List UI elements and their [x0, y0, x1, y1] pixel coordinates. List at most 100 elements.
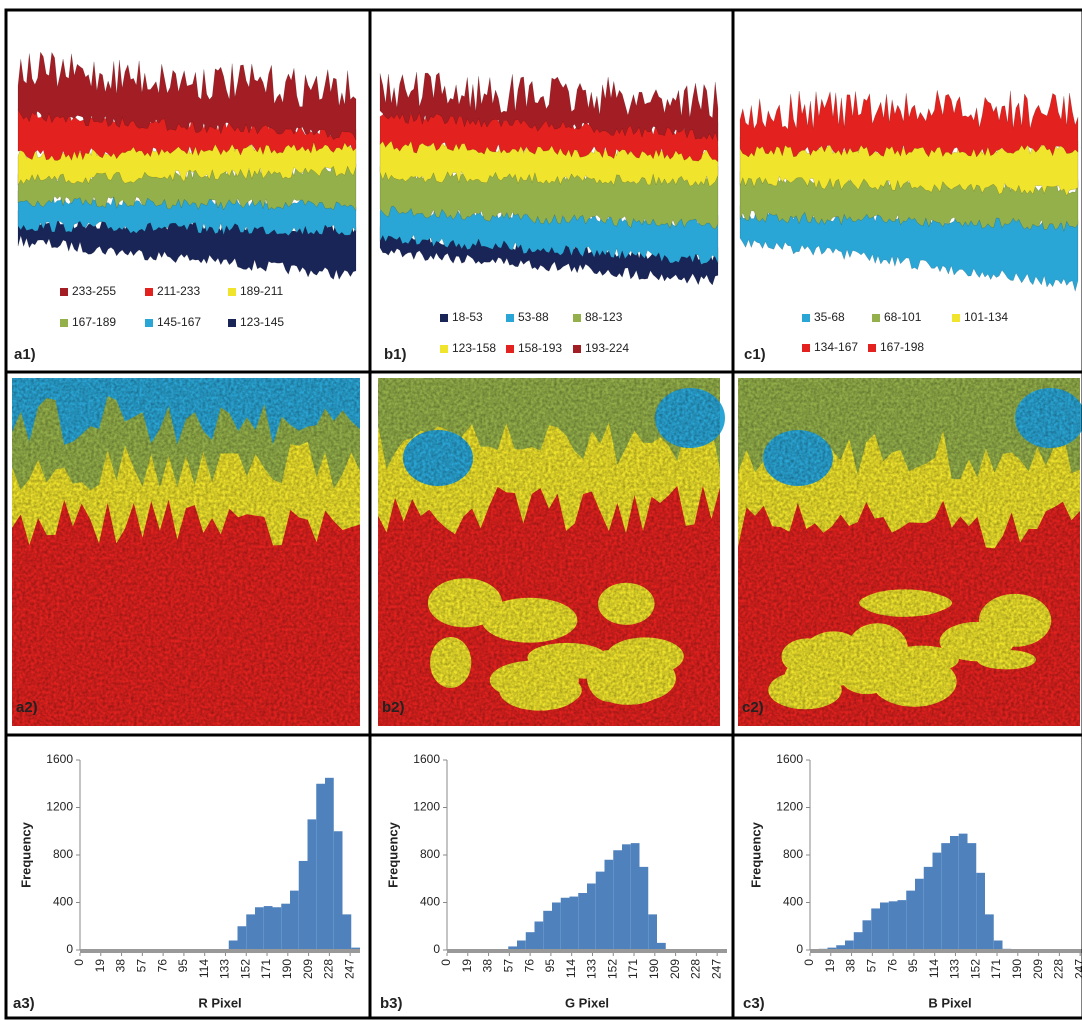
y-axis-title: Frequency	[748, 821, 763, 888]
x-tick-label: 95	[543, 959, 557, 973]
legend-label: 145-167	[157, 315, 201, 329]
legend-label: 35-68	[814, 310, 845, 324]
x-axis-title: R Pixel	[198, 995, 241, 1010]
legend-swatch	[440, 314, 448, 322]
bar	[853, 932, 863, 950]
legend-label: 233-255	[72, 284, 116, 298]
x-tick-label: 19	[93, 959, 107, 973]
image-texture	[12, 378, 360, 726]
panel-label: b3)	[380, 995, 403, 1012]
x-tick-label: 190	[647, 959, 661, 979]
x-tick-label: 76	[155, 959, 169, 973]
bar	[862, 920, 872, 950]
x-tick-label: 209	[1031, 959, 1045, 979]
bar	[351, 947, 360, 950]
x-tick-label: 76	[522, 959, 536, 973]
bar	[827, 947, 837, 950]
x-tick-label: 0	[802, 959, 816, 966]
y-axis-title: Frequency	[18, 821, 33, 888]
histogram-chart: 0 400 800 1200 1600 0 19 38 57 76 95 114 133 152 171 19…	[743, 752, 1082, 1012]
legend-label: 123-158	[452, 341, 496, 355]
image-panel: c2)	[738, 378, 1082, 726]
x-tick-label: 95	[906, 959, 920, 973]
legend-swatch	[506, 314, 514, 322]
legend-swatch	[506, 345, 514, 353]
surface-plot: 35-68 68-101 101-134 134-167 167-198 c1)	[739, 90, 1079, 363]
bar	[525, 932, 535, 950]
bar	[263, 906, 273, 950]
panel-label: b1)	[384, 346, 407, 363]
legend-swatch	[145, 288, 153, 296]
bar	[543, 910, 552, 950]
x-tick-label: 76	[885, 959, 899, 973]
legend-swatch	[952, 314, 960, 322]
legend-swatch	[872, 314, 880, 322]
bar	[246, 914, 255, 950]
bar	[888, 901, 898, 950]
surface-band	[17, 51, 357, 141]
bar	[595, 871, 605, 950]
x-tick-label: 171	[626, 959, 640, 979]
y-tick-label: 1200	[46, 800, 73, 814]
bar	[508, 946, 517, 950]
x-tick-label: 57	[865, 959, 879, 973]
x-tick-label: 38	[481, 959, 495, 973]
bar	[941, 843, 950, 950]
bar	[845, 940, 854, 950]
bar	[578, 893, 587, 950]
bar	[228, 940, 238, 950]
legend-swatch	[868, 344, 876, 352]
legend-label: 211-233	[157, 284, 200, 298]
legend-swatch	[802, 314, 810, 322]
y-tick-label: 0	[796, 942, 803, 956]
image-panel: b2)	[378, 378, 725, 726]
bar	[622, 844, 631, 950]
y-tick-label: 800	[53, 847, 73, 861]
x-tick-label: 38	[114, 959, 128, 973]
y-tick-label: 800	[783, 847, 803, 861]
legend-label: 167-189	[72, 315, 116, 329]
panel-label: a2)	[16, 699, 38, 716]
x-tick-label: 247	[1072, 959, 1082, 979]
legend-swatch	[228, 288, 236, 296]
bar	[290, 890, 299, 950]
image-texture	[738, 378, 1080, 726]
y-tick-label: 0	[66, 942, 73, 956]
legend-label: 167-198	[880, 340, 924, 354]
legend-label: 158-193	[518, 341, 562, 355]
x-tick-label: 228	[322, 959, 336, 979]
histogram-chart: 0 400 800 1200 1600 0 19 38 57 76 95 114 133 152 171 19…	[13, 752, 360, 1012]
x-tick-label: 19	[460, 959, 474, 973]
bar	[333, 831, 343, 950]
panel-frame	[731, 733, 1082, 1020]
bar	[657, 942, 666, 950]
x-tick-label: 38	[844, 959, 858, 973]
x-tick-label: 0	[439, 959, 453, 966]
x-tick-label: 171	[989, 959, 1003, 979]
y-tick-label: 0	[433, 942, 440, 956]
panel-label: c1)	[744, 346, 766, 363]
bar	[298, 860, 308, 950]
panel-label: a3)	[13, 995, 35, 1012]
bar	[880, 902, 889, 950]
x-tick-label: 209	[301, 959, 315, 979]
legend-label: 53-88	[518, 310, 549, 324]
bar	[613, 850, 622, 950]
panel-label: a1)	[14, 346, 36, 363]
x-axis-title: G Pixel	[565, 995, 609, 1010]
bar	[552, 902, 561, 950]
image-texture	[378, 378, 720, 726]
x-axis-title: B Pixel	[928, 995, 971, 1010]
x-tick-label: 190	[280, 959, 294, 979]
x-tick-label: 114	[564, 959, 578, 978]
bar	[923, 866, 933, 950]
bar	[906, 890, 915, 950]
bar	[307, 819, 317, 950]
y-tick-label: 400	[783, 895, 803, 909]
bar	[950, 836, 959, 950]
bar	[967, 843, 977, 950]
surface-band	[379, 72, 719, 141]
legend-swatch	[573, 314, 581, 322]
x-tick-label: 19	[823, 959, 837, 973]
